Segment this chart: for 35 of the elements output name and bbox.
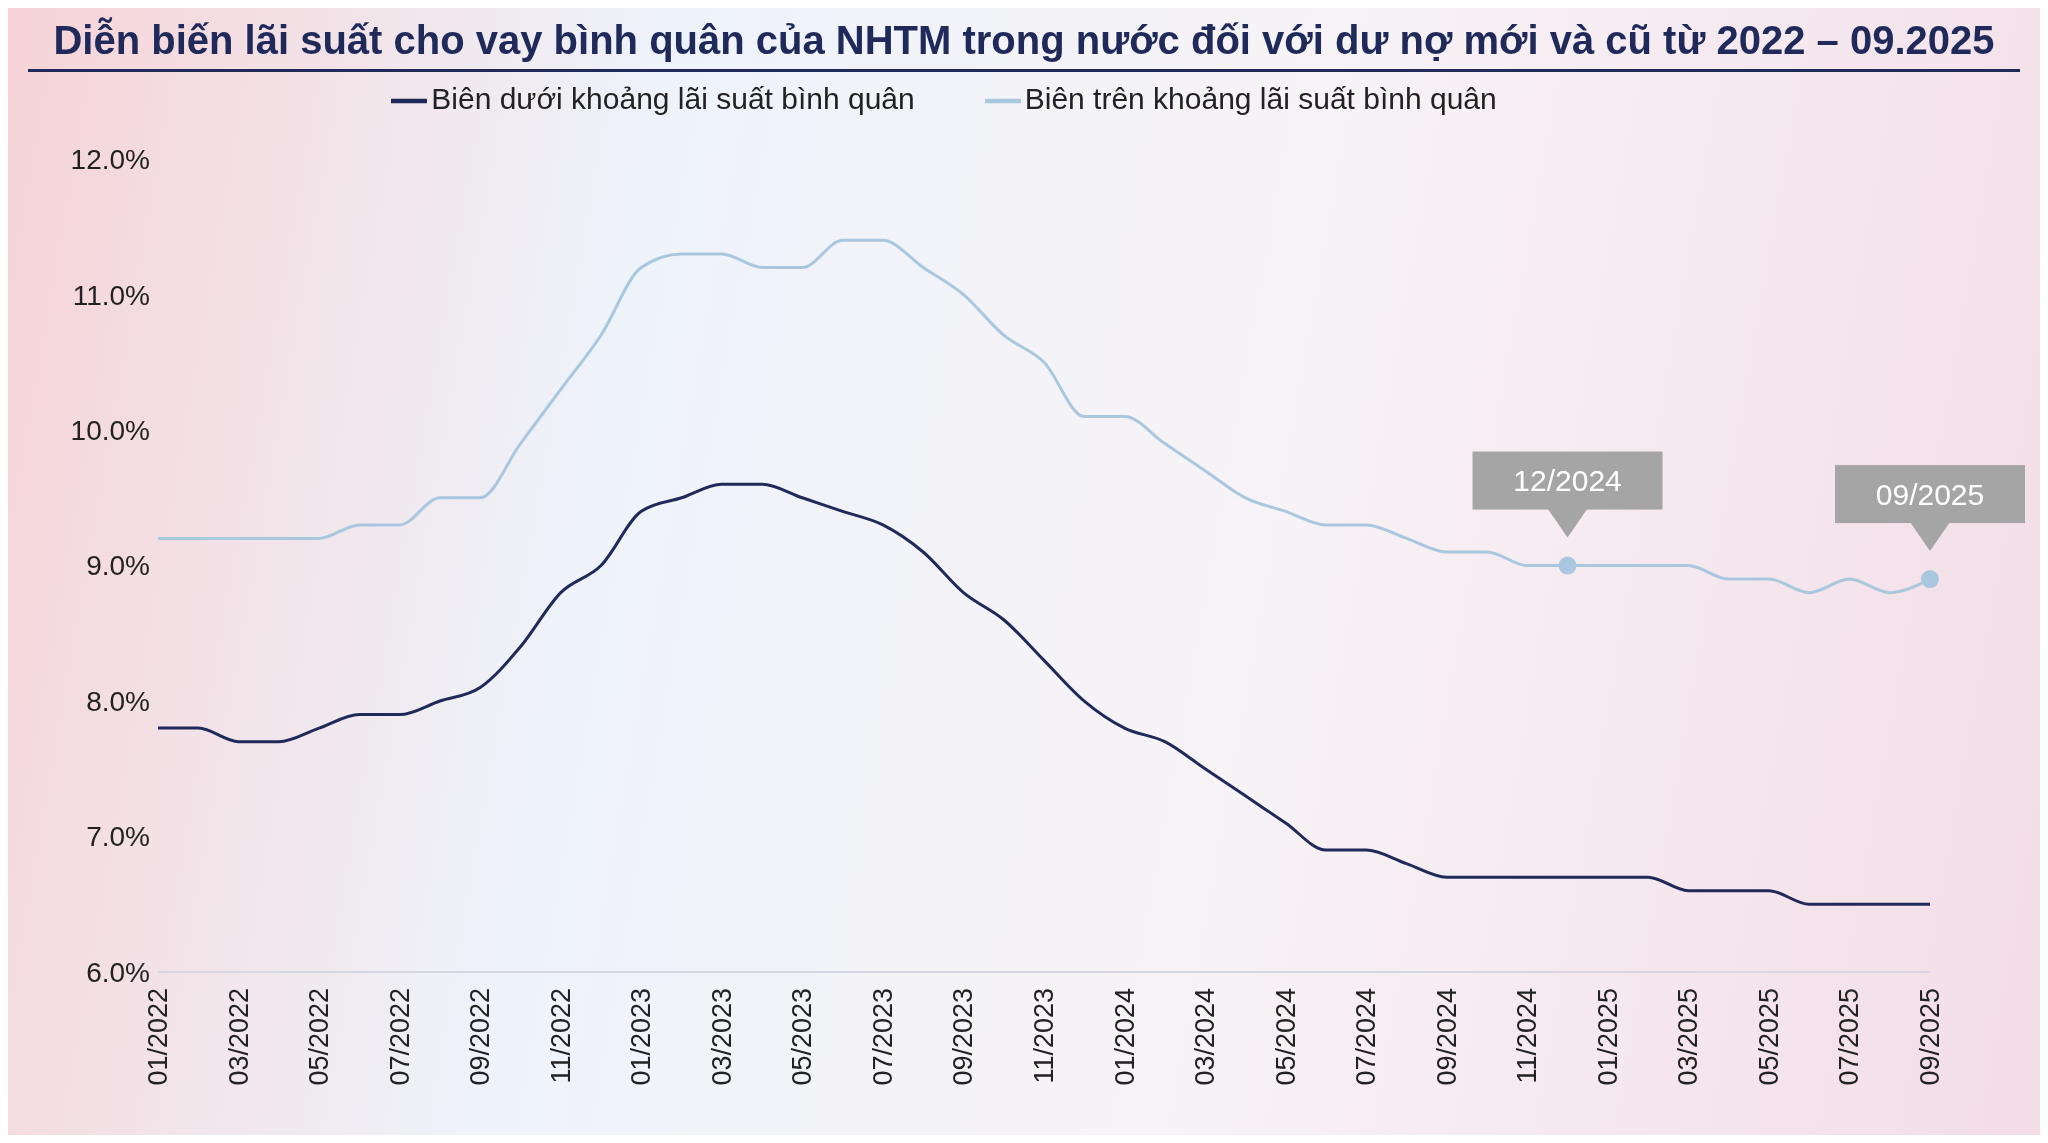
x-tick-label: 05/2024 <box>1270 988 1301 1086</box>
y-tick-label: 9.0% <box>86 550 150 582</box>
x-tick-label: 09/2025 <box>1915 988 1945 1086</box>
x-tick-label: 11/2022 <box>545 988 576 1084</box>
x-tick-label: 11/2024 <box>1512 988 1543 1084</box>
x-tick-label: 11/2023 <box>1029 988 1059 1084</box>
annotation: 12/2024 <box>1513 464 1622 498</box>
legend-label: Biên trên khoảng lãi suất bình quân <box>1024 82 1497 115</box>
x-tick-label: 03/2024 <box>1190 988 1221 1086</box>
x-tick-label: 07/2022 <box>384 988 415 1086</box>
x-tick-label: 07/2025 <box>1834 988 1865 1086</box>
x-tick-label: 03/2022 <box>223 988 254 1086</box>
x-tick-label: 07/2024 <box>1351 988 1382 1086</box>
y-tick-label: 7.0% <box>86 821 150 853</box>
y-tick-label: 12.0% <box>70 144 150 176</box>
x-tick-label: 09/2024 <box>1431 988 1462 1086</box>
x-tick-label: 01/2025 <box>1592 988 1623 1086</box>
x-tick-label: 07/2023 <box>867 988 898 1086</box>
y-tick-label: 8.0% <box>86 685 150 717</box>
x-tick-label: 09/2023 <box>948 988 979 1086</box>
y-tick-label: 11.0% <box>72 279 150 311</box>
x-tick-label: 03/2025 <box>1673 988 1704 1086</box>
x-tick-label: 05/2025 <box>1753 988 1784 1086</box>
x-tick-label: 09/2022 <box>465 988 496 1086</box>
y-tick-label: 10.0% <box>70 414 150 446</box>
chart-title: Diễn biến lãi suất cho vay bình quân của NHTM trong nước đối với dư nợ mới và cũ từ 2022 – 09.2025 <box>28 8 2020 72</box>
x-tick-label: 01/2023 <box>626 988 657 1086</box>
annotation: 09/2025 <box>1875 477 1985 511</box>
x-tick-label: 01/2022 <box>143 988 173 1086</box>
x-tick-label: 05/2022 <box>304 988 335 1086</box>
x-tick-label: 03/2023 <box>706 988 737 1086</box>
y-tick-label: 6.0% <box>86 956 150 988</box>
legend-label: Biên dưới khoảng lãi suất bình quân <box>431 82 915 115</box>
x-tick-label: 01/2024 <box>1109 988 1140 1086</box>
x-tick-label: 05/2023 <box>787 988 818 1086</box>
